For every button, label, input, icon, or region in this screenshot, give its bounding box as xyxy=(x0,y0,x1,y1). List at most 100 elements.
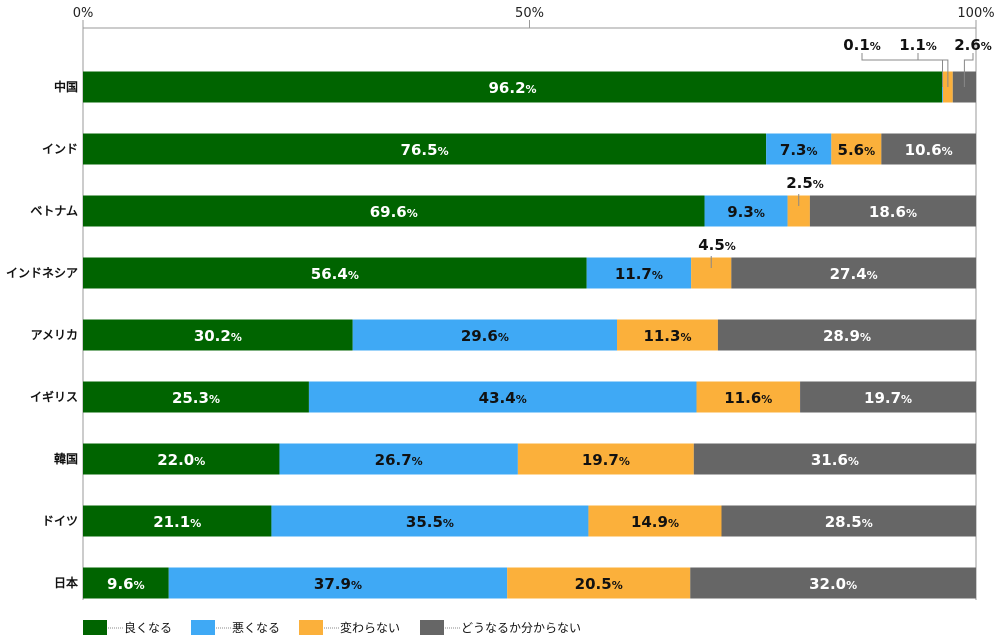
category-label: ベトナム xyxy=(30,204,78,218)
legend-item: どうなるか分からない xyxy=(420,620,581,635)
bar-segment-良くなる xyxy=(83,71,943,103)
data-label: 11.6% xyxy=(724,389,772,407)
data-label: 35.5% xyxy=(406,513,454,531)
bar-segment-変わらない xyxy=(617,319,718,351)
x-tick-label: 50% xyxy=(515,6,544,21)
data-label: 21.1% xyxy=(153,513,201,531)
data-label: 43.4% xyxy=(479,389,527,407)
data-label: 30.2% xyxy=(194,327,242,345)
data-label: 22.0% xyxy=(157,451,205,469)
data-label: 27.4% xyxy=(830,265,878,283)
category-label: インド xyxy=(42,142,78,156)
bar-segment-悪くなる xyxy=(586,257,692,289)
bar-segment-悪くなる xyxy=(168,567,508,599)
bar-segment-悪くなる xyxy=(308,381,697,413)
data-label: 2.6% xyxy=(954,36,992,54)
legend-swatch xyxy=(83,620,107,635)
bar-segment-良くなる xyxy=(83,319,353,351)
bar-segment-どうなるか分からない xyxy=(800,381,976,413)
data-label: 20.5% xyxy=(575,575,623,593)
bar-segment-良くなる xyxy=(83,443,280,475)
legend-label: どうなるか分からない xyxy=(461,621,581,635)
leader-line xyxy=(861,53,944,87)
data-label: 28.9% xyxy=(823,327,871,345)
bar-row: インドネシア xyxy=(6,256,976,289)
data-label: 11.7% xyxy=(615,265,663,283)
data-label: 2.5% xyxy=(786,174,824,192)
category-label: 韓国 xyxy=(54,451,78,466)
bar-segment-良くなる xyxy=(83,195,705,227)
legend-item: 悪くなる xyxy=(191,620,280,635)
bar-segment-変わらない xyxy=(588,505,722,537)
data-label: 76.5% xyxy=(401,141,449,159)
bar-row: 中国 xyxy=(54,53,976,103)
legend-swatch xyxy=(191,620,215,635)
data-label: 18.6% xyxy=(869,203,917,221)
data-label: 96.2% xyxy=(489,79,537,97)
data-label: 14.9% xyxy=(631,513,679,531)
bar-segment-良くなる xyxy=(83,381,309,413)
legend-item: 変わらない xyxy=(299,620,400,635)
data-label: 25.3% xyxy=(172,389,220,407)
data-label: 37.9% xyxy=(314,575,362,593)
bar-row: 日本 xyxy=(54,567,976,599)
data-label: 9.6% xyxy=(107,575,145,593)
bar-segment-変わらない xyxy=(831,133,882,165)
x-tick-label: 0% xyxy=(73,6,94,21)
data-label: 5.6% xyxy=(838,141,876,159)
data-label: 0.1% xyxy=(843,36,881,54)
bar-segment-どうなるか分からない xyxy=(881,133,976,165)
data-label: 1.1% xyxy=(899,36,937,54)
category-label: アメリカ xyxy=(31,328,78,342)
bar-segment-どうなるか分からない xyxy=(721,505,976,537)
data-label: 7.3% xyxy=(780,141,818,159)
category-label: ドイツ xyxy=(42,514,78,528)
bar-row: ベトナム xyxy=(30,194,976,227)
bar-segment-どうなるか分からない xyxy=(690,567,976,599)
data-label: 11.3% xyxy=(643,327,691,345)
bar-segment-どうなるか分からない xyxy=(731,257,976,289)
bar-segment-良くなる xyxy=(83,257,587,289)
bar-row: ドイツ xyxy=(42,505,976,537)
leader-line xyxy=(917,53,949,87)
bar-segment-変わらない xyxy=(696,381,801,413)
legend-swatch xyxy=(299,620,323,635)
category-label: イギリス xyxy=(30,389,78,404)
legend-label: 悪くなる xyxy=(232,621,280,635)
bar-segment-どうなるか分からない xyxy=(809,195,976,227)
bar-segment-悪くなる xyxy=(704,195,788,227)
category-label: インドネシア xyxy=(6,266,78,280)
bar-segment-変わらない xyxy=(517,443,694,475)
data-label: 4.5% xyxy=(698,236,736,254)
x-tick-label: 100% xyxy=(957,6,994,21)
data-label: 19.7% xyxy=(864,389,912,407)
category-label: 中国 xyxy=(54,79,78,94)
legend-label: 変わらない xyxy=(340,620,400,635)
data-label: 10.6% xyxy=(905,141,953,159)
data-label: 9.3% xyxy=(727,203,765,221)
bar-segment-悪くなる xyxy=(279,443,518,475)
bar-row: 韓国 xyxy=(54,443,976,475)
category-label: 日本 xyxy=(54,575,78,590)
data-label: 31.6% xyxy=(811,451,859,469)
bar-segment-悪くなる xyxy=(271,505,589,537)
bar-segment-良くなる xyxy=(83,505,272,537)
bar-segment-変わらない xyxy=(787,195,810,227)
bar-row: アメリカ xyxy=(31,319,976,351)
data-label: 32.0% xyxy=(809,575,857,593)
data-label: 56.4% xyxy=(311,265,359,283)
bar-segment-悪くなる xyxy=(352,319,618,351)
data-label: 26.7% xyxy=(375,451,423,469)
legend-item: 良くなる xyxy=(83,620,172,635)
bar-segment-良くなる xyxy=(83,133,767,165)
bar-row: イギリス xyxy=(30,381,976,413)
legend-swatch xyxy=(420,620,444,635)
bar-segment-変わらない xyxy=(507,567,691,599)
bar-segment-良くなる xyxy=(83,567,169,599)
data-label: 19.7% xyxy=(582,451,630,469)
data-label: 69.6% xyxy=(370,203,418,221)
bar-segment-悪くなる xyxy=(766,133,832,165)
legend-label: 良くなる xyxy=(124,620,172,635)
bar-segment-どうなるか分からない xyxy=(717,319,976,351)
